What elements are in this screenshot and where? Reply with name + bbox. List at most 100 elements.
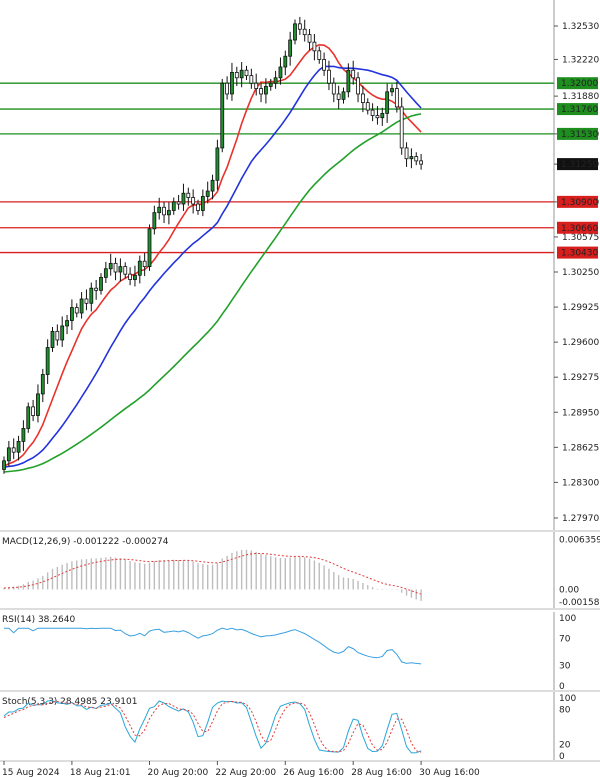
resistance-level-label: 1.31530: [561, 130, 598, 140]
candle-bear: [74, 307, 79, 314]
candle-bull: [99, 276, 103, 291]
candle-bear: [31, 406, 36, 416]
candle-bear: [123, 266, 128, 275]
candle-bull: [273, 77, 278, 84]
candle-bull: [137, 260, 142, 276]
candle-bear: [327, 69, 331, 84]
ma-slow-line: [3, 113, 422, 473]
candle-bull: [133, 274, 137, 280]
candle-bear: [307, 34, 312, 43]
support-level-label: 1.30660: [561, 224, 598, 234]
time-tick-label: 22 Aug 20:00: [215, 768, 276, 777]
candle-bear: [322, 59, 327, 71]
price-tick-label: 1.28950: [562, 408, 599, 418]
time-tick-label: 28 Aug 16:00: [351, 768, 412, 777]
candle-bear: [302, 28, 307, 36]
candle-bull: [79, 298, 84, 314]
candle-bull: [268, 82, 273, 87]
candle-bear: [196, 203, 200, 211]
stoch-tick-label: 0: [559, 752, 565, 762]
candle-bear: [225, 82, 230, 95]
price-tick-label: 1.29275: [562, 373, 599, 383]
candle-bear: [365, 102, 370, 111]
candle-bear: [375, 115, 380, 119]
rsi-tick-label: 70: [559, 634, 571, 644]
candle-bear: [191, 197, 196, 205]
candle-bear: [356, 77, 360, 95]
candle-bear: [84, 298, 89, 304]
ma-mid-line: [3, 65, 422, 469]
price-tick-label: 1.28300: [562, 478, 599, 488]
candle-bull: [70, 307, 74, 321]
candle-bull: [390, 88, 394, 93]
candle-bull: [380, 112, 385, 119]
candle-bear: [297, 23, 302, 30]
candle-bull: [50, 330, 55, 348]
candle-bull: [45, 347, 50, 375]
candle-bull: [40, 374, 45, 395]
candle-bull: [181, 192, 186, 205]
stoch-pane: Stoch(5,3,3) 28.4985 23.9101 100 80 20 0: [2, 694, 576, 762]
time-tick-label: 20 Aug 20:00: [148, 768, 209, 777]
candle-bull: [288, 39, 293, 57]
candle-bull: [278, 66, 283, 79]
support-level-tag: [557, 195, 598, 208]
candle-bull: [210, 179, 215, 192]
resistance-level-label: 1.31760: [561, 105, 598, 115]
candle-bear: [55, 330, 60, 341]
stoch-tick-label: 80: [559, 706, 571, 716]
candle-bull: [6, 447, 11, 462]
resistance-level-tag: [557, 127, 598, 140]
candle-bull: [171, 201, 176, 211]
price-tick-label: 1.30250: [562, 268, 599, 278]
support-level-label: 1.30430: [561, 249, 598, 259]
candle-bear: [113, 262, 118, 273]
candle-bear: [351, 69, 356, 79]
resistance-level-tag: [557, 103, 598, 116]
price-tick-label: 1.27970: [562, 514, 599, 524]
time-axis: 15 Aug 2024 18 Aug 21:01 20 Aug 20:00 22 Au…: [2, 761, 480, 777]
candle-bear: [394, 88, 399, 108]
candle-bear: [162, 206, 166, 216]
rsi-line: [4, 627, 422, 665]
time-tick-label: 26 Aug 16:00: [283, 768, 344, 777]
candle-bull: [65, 320, 69, 327]
candles: [2, 16, 424, 474]
candle-bull: [16, 440, 21, 453]
support-level-tag: [557, 221, 598, 234]
candle-bear: [234, 71, 239, 79]
candle-bull: [205, 190, 210, 197]
candle-bull: [409, 156, 414, 160]
candle-bear: [317, 50, 322, 60]
candle-bear: [128, 273, 133, 280]
candle-bull: [118, 266, 123, 273]
macd-tick-label: 0.006359: [559, 535, 600, 545]
level-labels: 1.32000 1.31760 1.31530 1.30900 1.30660 1.304…: [557, 77, 598, 259]
candle-bull: [89, 287, 94, 304]
macd-pane: MACD(12,26,9) -0.001222 -0.000274 0.0063…: [2, 535, 600, 607]
candle-bear: [370, 109, 375, 116]
candle-bull: [60, 325, 65, 341]
candle-bear: [186, 192, 191, 198]
resistance-level-tag: [557, 77, 598, 90]
macd-label: MACD(12,26,9) -0.001222 -0.000274: [2, 537, 169, 547]
candle-bull: [21, 428, 26, 442]
macd-tick-label: 0.00: [559, 585, 579, 595]
rsi-label: RSI(14) 38.2640: [2, 615, 75, 625]
candle-bull: [36, 393, 40, 416]
candle-bear: [94, 287, 99, 291]
price-tick-label: 1.30575: [562, 233, 599, 243]
stoch-tick-label: 20: [559, 740, 571, 750]
time-tick-label: 18 Aug 21:01: [70, 768, 131, 777]
candle-bear: [259, 88, 263, 95]
price-tick-label: 1.31880: [562, 92, 599, 102]
candle-bear: [249, 75, 254, 84]
candle-bull: [166, 210, 171, 216]
candle-bull: [346, 69, 351, 93]
candle-bear: [11, 447, 16, 453]
candle-bull: [26, 406, 31, 429]
candle-bull: [263, 86, 268, 95]
candle-bull: [2, 460, 6, 470]
